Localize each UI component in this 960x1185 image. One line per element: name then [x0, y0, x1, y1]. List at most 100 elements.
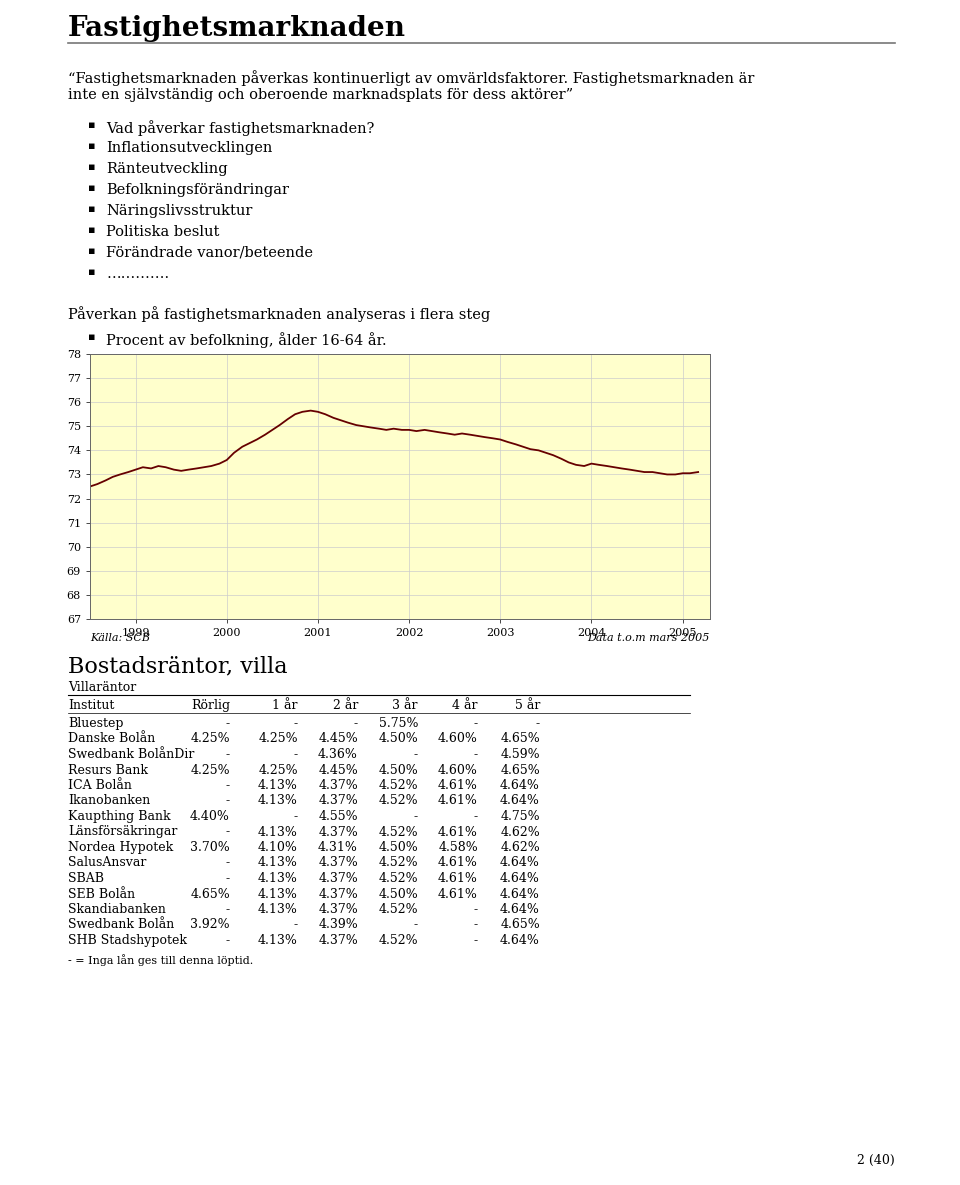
Text: 3 år: 3 år [393, 699, 418, 712]
Text: -: - [294, 717, 298, 730]
Text: -: - [414, 811, 418, 824]
Text: inte en självständig och oberoende marknadsplats för dess aktörer”: inte en självständig och oberoende markn… [68, 88, 573, 102]
Text: -: - [536, 717, 540, 730]
Text: 4.36%: 4.36% [318, 748, 358, 761]
Text: -: - [226, 857, 230, 870]
Text: 1 år: 1 år [273, 699, 298, 712]
Text: 4.58%: 4.58% [439, 841, 478, 854]
Text: 4.37%: 4.37% [319, 934, 358, 947]
Text: 4.59%: 4.59% [500, 748, 540, 761]
Text: 4.52%: 4.52% [378, 857, 418, 870]
Text: -: - [474, 748, 478, 761]
Text: -: - [226, 748, 230, 761]
Text: -: - [226, 934, 230, 947]
Text: 4.39%: 4.39% [319, 918, 358, 931]
Text: Swedbank Bolån: Swedbank Bolån [68, 918, 175, 931]
Text: ▪: ▪ [88, 182, 95, 193]
Text: Ikanobanken: Ikanobanken [68, 794, 151, 807]
Text: 4.52%: 4.52% [378, 779, 418, 792]
Text: Inflationsutvecklingen: Inflationsutvecklingen [106, 141, 273, 155]
Text: ▪: ▪ [88, 267, 95, 277]
Text: Kaupthing Bank: Kaupthing Bank [68, 811, 171, 824]
Text: 4.37%: 4.37% [319, 779, 358, 792]
Text: 4.13%: 4.13% [258, 888, 298, 901]
Text: SalusAnsvar: SalusAnsvar [68, 857, 146, 870]
Text: 4.60%: 4.60% [438, 732, 478, 745]
Text: 4.52%: 4.52% [378, 872, 418, 885]
Text: ▪: ▪ [88, 204, 95, 214]
Text: 4.25%: 4.25% [190, 763, 230, 776]
Text: 4.13%: 4.13% [258, 903, 298, 916]
Text: 4.64%: 4.64% [500, 934, 540, 947]
Text: 4.45%: 4.45% [319, 763, 358, 776]
Text: Data t.o.m mars 2005: Data t.o.m mars 2005 [588, 633, 710, 643]
Text: - = Inga lån ges till denna löptid.: - = Inga lån ges till denna löptid. [68, 954, 253, 966]
Text: 4.13%: 4.13% [258, 934, 298, 947]
Text: 4.25%: 4.25% [258, 763, 298, 776]
Text: 4.64%: 4.64% [500, 779, 540, 792]
Text: 5.75%: 5.75% [378, 717, 418, 730]
Text: 4.61%: 4.61% [438, 826, 478, 839]
Text: -: - [226, 717, 230, 730]
Text: 4.50%: 4.50% [378, 888, 418, 901]
Text: ▪: ▪ [88, 162, 95, 172]
Text: 4.61%: 4.61% [438, 888, 478, 901]
Text: Politiska beslut: Politiska beslut [106, 225, 220, 239]
Text: Påverkan på fastighetsmarknaden analyseras i flera steg: Påverkan på fastighetsmarknaden analyser… [68, 306, 491, 322]
Text: Källa: SCB: Källa: SCB [90, 633, 150, 643]
Text: -: - [474, 811, 478, 824]
Text: Näringslivsstruktur: Näringslivsstruktur [106, 204, 252, 218]
Text: -: - [226, 794, 230, 807]
Text: ▪: ▪ [88, 332, 95, 342]
Text: 4.52%: 4.52% [378, 794, 418, 807]
Text: 4.61%: 4.61% [438, 794, 478, 807]
Text: -: - [226, 903, 230, 916]
Text: -: - [294, 811, 298, 824]
Text: -: - [474, 934, 478, 947]
Text: 4.50%: 4.50% [378, 732, 418, 745]
Text: 4.13%: 4.13% [258, 826, 298, 839]
Text: 4.64%: 4.64% [500, 857, 540, 870]
Text: -: - [354, 717, 358, 730]
Text: Fastighetsmarknaden: Fastighetsmarknaden [68, 15, 406, 41]
Text: Förändrade vanor/beteende: Förändrade vanor/beteende [106, 246, 313, 260]
Text: -: - [474, 717, 478, 730]
Text: 4.13%: 4.13% [258, 857, 298, 870]
Text: 2 år: 2 år [332, 699, 358, 712]
Text: Bluestep: Bluestep [68, 717, 124, 730]
Text: SHB Stadshypotek: SHB Stadshypotek [68, 934, 187, 947]
Text: -: - [294, 748, 298, 761]
Text: ▪: ▪ [88, 141, 95, 150]
Text: 3.92%: 3.92% [190, 918, 230, 931]
Text: Skandiabanken: Skandiabanken [68, 903, 166, 916]
Text: Danske Bolån: Danske Bolån [68, 732, 156, 745]
Text: -: - [226, 779, 230, 792]
Text: Institut: Institut [68, 699, 114, 712]
Text: ▪: ▪ [88, 225, 95, 235]
Text: 4.50%: 4.50% [378, 841, 418, 854]
Text: SBAB: SBAB [68, 872, 104, 885]
Text: 4.61%: 4.61% [438, 779, 478, 792]
Text: “Fastighetsmarknaden påverkas kontinuerligt av omvärldsfaktorer. Fastighetsmarkn: “Fastighetsmarknaden påverkas kontinuerl… [68, 70, 755, 85]
Text: 5 år: 5 år [515, 699, 540, 712]
Text: 4.37%: 4.37% [319, 903, 358, 916]
Text: 4.13%: 4.13% [258, 779, 298, 792]
Text: -: - [294, 918, 298, 931]
Text: Swedbank BolånDir: Swedbank BolånDir [68, 748, 194, 761]
Text: 4.31%: 4.31% [318, 841, 358, 854]
Text: 4.61%: 4.61% [438, 857, 478, 870]
Text: 4.37%: 4.37% [319, 872, 358, 885]
Text: 4.10%: 4.10% [258, 841, 298, 854]
Text: -: - [474, 918, 478, 931]
Text: 4.65%: 4.65% [500, 732, 540, 745]
Text: Bostadsräntor, villa: Bostadsräntor, villa [68, 655, 287, 677]
Text: Ränteutveckling: Ränteutveckling [106, 162, 228, 177]
Text: Vad påverkar fastighetsmarknaden?: Vad påverkar fastighetsmarknaden? [106, 120, 374, 136]
Text: 4.60%: 4.60% [438, 763, 478, 776]
Text: ………….: …………. [106, 267, 169, 281]
Text: 2 (40): 2 (40) [857, 1154, 895, 1167]
Text: 4.61%: 4.61% [438, 872, 478, 885]
Text: 4.40%: 4.40% [190, 811, 230, 824]
Text: Rörlig: Rörlig [191, 699, 230, 712]
Text: ▪: ▪ [88, 120, 95, 130]
